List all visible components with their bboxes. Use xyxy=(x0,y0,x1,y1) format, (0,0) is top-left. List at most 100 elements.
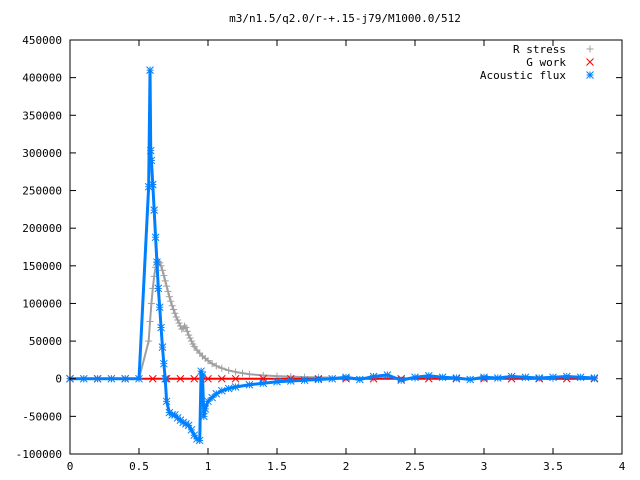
data-point xyxy=(167,297,175,305)
data-point xyxy=(217,386,226,395)
data-point xyxy=(231,383,240,391)
data-point xyxy=(170,305,177,313)
data-point xyxy=(245,380,254,389)
data-point xyxy=(161,374,170,383)
data-point xyxy=(93,374,102,383)
plot-marks xyxy=(66,66,599,445)
legend-label: G work xyxy=(526,56,566,69)
data-point xyxy=(151,233,160,242)
data-point xyxy=(224,384,233,393)
data-point xyxy=(161,277,169,285)
data-point xyxy=(232,368,240,376)
data-point xyxy=(438,373,447,382)
data-point xyxy=(204,374,212,383)
data-point xyxy=(154,284,163,293)
data-point xyxy=(174,316,182,324)
y-tick-label: 200000 xyxy=(22,222,62,235)
data-point xyxy=(507,372,516,381)
data-point xyxy=(146,318,154,326)
x-tick-label: 1.5 xyxy=(267,460,287,473)
data-point xyxy=(157,323,165,332)
data-point xyxy=(148,374,157,383)
data-point xyxy=(163,282,171,290)
data-point xyxy=(160,272,168,280)
data-point xyxy=(466,375,475,384)
data-point xyxy=(259,371,267,379)
data-point xyxy=(535,374,544,382)
series-band xyxy=(149,160,155,185)
data-point xyxy=(562,372,571,381)
series-band xyxy=(198,371,203,441)
data-point xyxy=(148,180,157,189)
data-point xyxy=(150,206,159,214)
legend-label: Acoustic flux xyxy=(480,69,566,82)
data-point xyxy=(576,373,585,382)
x-tick-label: 3 xyxy=(481,460,488,473)
data-point xyxy=(286,377,295,385)
data-point xyxy=(411,373,419,382)
data-point xyxy=(273,377,281,386)
data-point xyxy=(300,376,309,385)
data-point xyxy=(218,364,226,372)
data-point xyxy=(521,373,530,382)
data-point xyxy=(355,375,364,384)
y-tick-label: 50000 xyxy=(29,335,62,348)
y-tick-label: 300000 xyxy=(22,147,62,160)
y-tick-label: 150000 xyxy=(22,260,62,273)
data-point xyxy=(146,146,155,155)
data-point xyxy=(185,331,193,339)
x-tick-label: 3.5 xyxy=(543,460,563,473)
series-band xyxy=(386,373,402,382)
data-point xyxy=(204,357,212,365)
data-point xyxy=(121,374,130,383)
data-point xyxy=(200,412,208,421)
data-point xyxy=(147,156,156,165)
series-band xyxy=(152,210,158,238)
x-tick-label: 0.5 xyxy=(129,460,149,473)
x-tick-label: 1 xyxy=(205,460,212,473)
data-point xyxy=(245,370,253,378)
data-point xyxy=(176,374,185,383)
data-point xyxy=(162,397,171,406)
y-tick-label: 0 xyxy=(55,373,62,386)
x-tick-label: 0 xyxy=(67,460,74,473)
y-tick-label: 400000 xyxy=(22,72,62,85)
y-tick-label: 350000 xyxy=(22,109,62,122)
data-point xyxy=(158,343,167,351)
x-tick-label: 2 xyxy=(343,460,350,473)
data-point xyxy=(182,324,190,332)
data-point xyxy=(181,322,189,330)
data-point xyxy=(217,374,226,383)
data-point xyxy=(201,404,210,413)
data-point xyxy=(259,379,268,388)
data-point xyxy=(231,374,240,383)
legend-label: R stress xyxy=(513,43,566,56)
data-point xyxy=(314,375,323,384)
data-point xyxy=(157,262,165,270)
series-band xyxy=(400,375,416,382)
series-acoustic-flux xyxy=(66,66,599,445)
data-point xyxy=(153,258,161,266)
data-point xyxy=(147,299,155,307)
series-band xyxy=(155,261,160,289)
data-point xyxy=(158,266,166,274)
data-point xyxy=(187,337,195,345)
data-point xyxy=(164,287,172,295)
data-point xyxy=(79,374,88,383)
axes: 0 0.5 1 1.5 2 2.5 3 3.5 4 -100000 -50000 0 50000 1000… xyxy=(16,34,626,473)
data-point xyxy=(239,369,246,377)
y-tick-label: 100000 xyxy=(22,297,62,310)
data-point xyxy=(159,359,168,368)
data-point xyxy=(146,66,154,74)
series-band xyxy=(137,186,151,379)
y-tick-label: 450000 xyxy=(22,34,62,47)
x-tick-label: 4 xyxy=(619,460,626,473)
data-point xyxy=(168,302,176,310)
data-point xyxy=(383,371,392,379)
data-point xyxy=(190,342,198,350)
data-point xyxy=(175,319,183,327)
data-point xyxy=(171,309,179,317)
data-point xyxy=(198,371,207,379)
data-point xyxy=(342,373,350,382)
